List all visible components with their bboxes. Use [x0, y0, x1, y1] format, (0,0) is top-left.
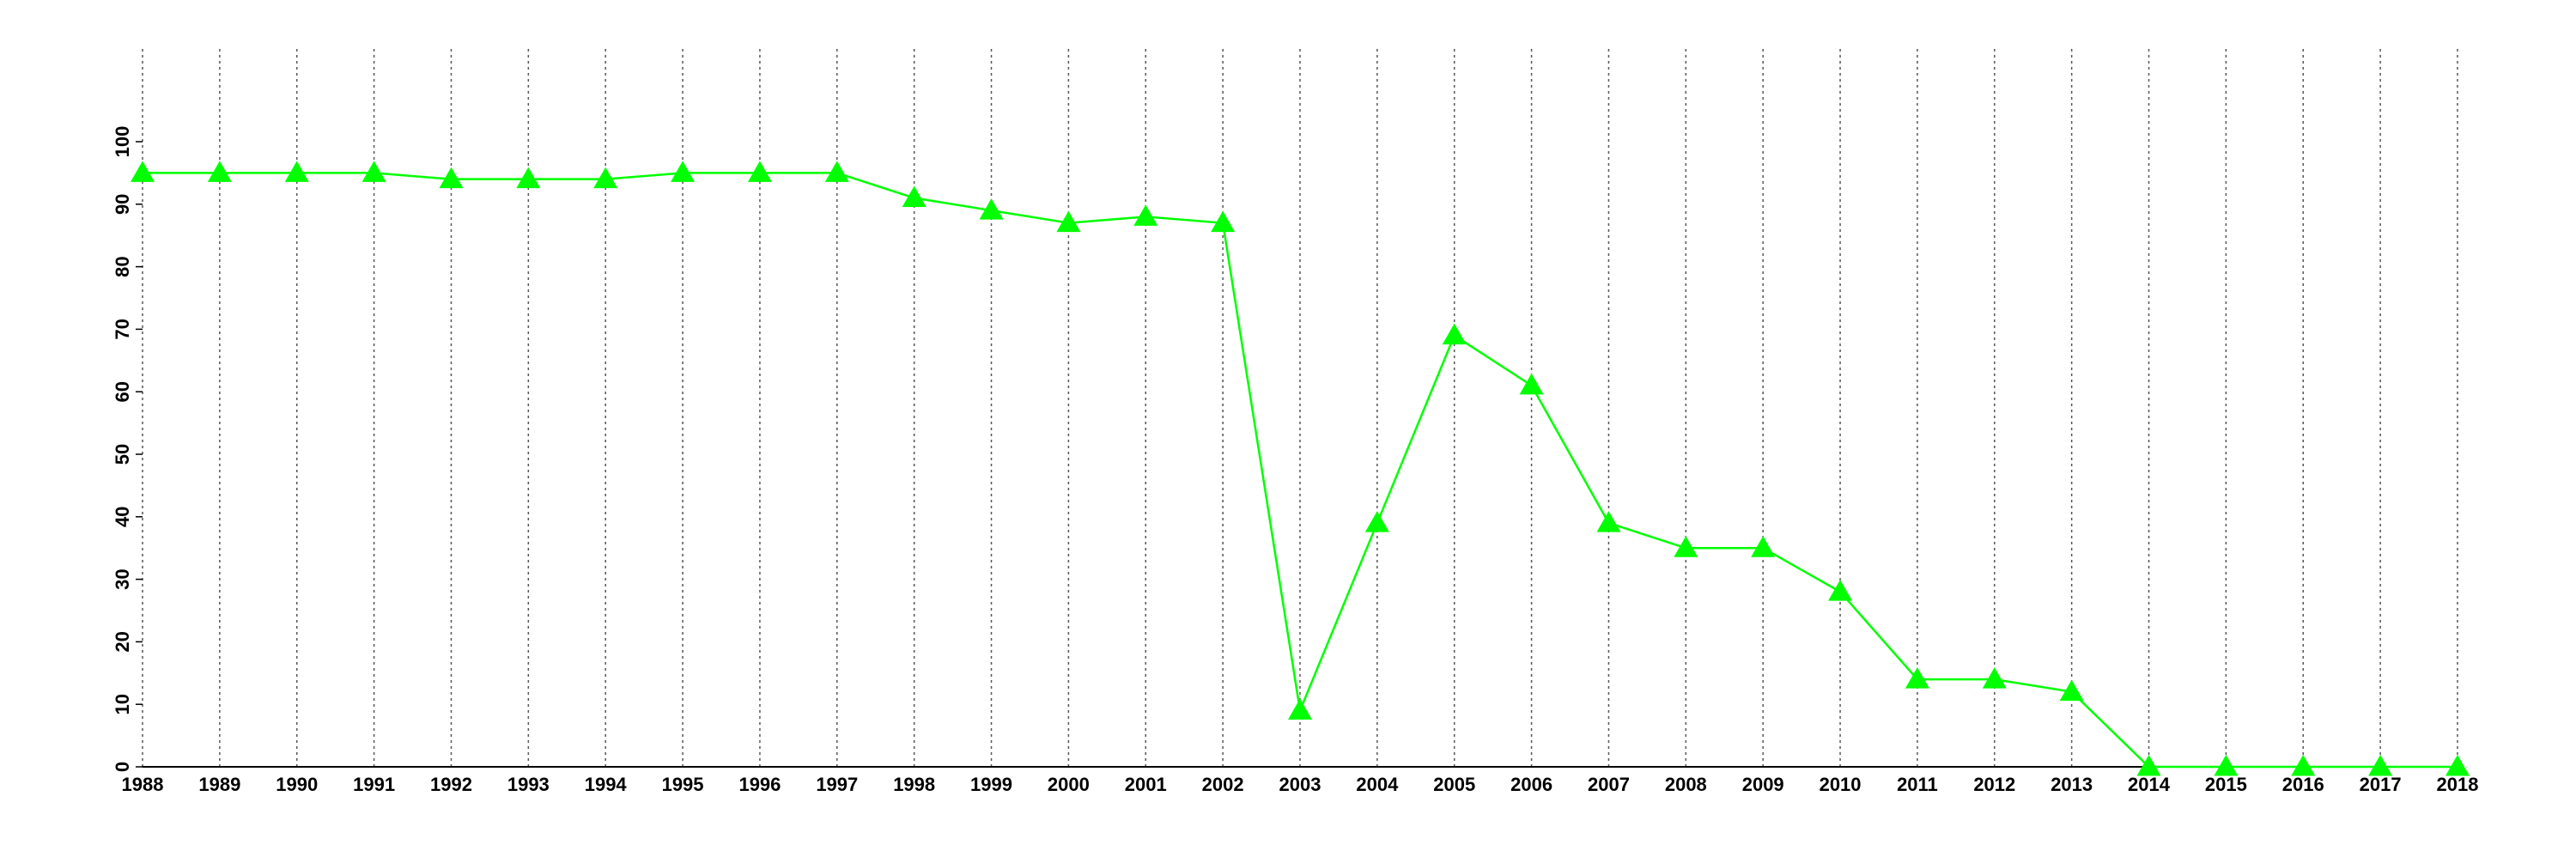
x-tick-label: 2013: [2050, 774, 2093, 795]
x-tick-label: 2010: [1820, 774, 1862, 795]
data-point: [2136, 755, 2161, 776]
y-tick-label: 90: [112, 194, 133, 215]
x-tick-label: 1995: [662, 774, 704, 795]
data-point: [824, 161, 849, 182]
y-tick-label: 100: [112, 126, 133, 158]
data-point: [1056, 210, 1081, 233]
y-tick-label: 70: [112, 319, 133, 339]
data-point: [1751, 536, 1776, 557]
data-point: [1133, 204, 1158, 226]
x-tick-label: 2009: [1742, 774, 1784, 795]
data-point: [1828, 580, 1853, 601]
y-tick-label: 0: [112, 762, 133, 772]
x-tick-label: 1998: [893, 774, 935, 795]
data-point: [1364, 511, 1389, 532]
data-point: [902, 185, 927, 208]
x-tick-label: 2011: [1897, 774, 1938, 795]
y-tick-label: 50: [112, 444, 133, 465]
x-tick-label: 1990: [276, 774, 318, 795]
data-point: [671, 161, 696, 182]
x-tick-label: 1997: [816, 774, 858, 795]
data-point: [1905, 667, 1929, 689]
data-point: [747, 161, 772, 182]
x-tick-label: 1999: [970, 774, 1012, 795]
data-point: [2214, 755, 2239, 776]
data-point: [1596, 511, 1621, 532]
x-tick-label: 2018: [2437, 774, 2479, 795]
y-tick-label: 20: [112, 631, 133, 652]
data-point: [516, 167, 541, 189]
data-point: [2368, 755, 2393, 776]
y-tick-label: 10: [112, 694, 133, 714]
x-tick-label: 2008: [1665, 774, 1707, 795]
data-point: [1288, 698, 1312, 720]
x-tick-label: 2012: [1973, 774, 2015, 795]
data-point: [593, 167, 618, 189]
x-tick-label: 1988: [122, 774, 164, 795]
x-tick-label: 2014: [2128, 774, 2171, 795]
y-tick-label: 60: [112, 381, 133, 402]
x-tick-label: 2000: [1048, 774, 1090, 795]
data-point: [284, 161, 309, 182]
x-tick-label: 1992: [430, 774, 472, 795]
x-tick-label: 2016: [2282, 774, 2324, 795]
x-tick-label: 2004: [1356, 774, 1399, 795]
x-tick-label: 2017: [2360, 774, 2402, 795]
y-tick-label: 80: [112, 256, 133, 277]
x-tick-label: 2001: [1125, 774, 1167, 795]
x-tick-label: 2003: [1279, 774, 1321, 795]
y-tick-label: 40: [112, 507, 133, 527]
x-tick-label: 2015: [2205, 774, 2247, 795]
data-point: [979, 198, 1004, 220]
data-point: [1211, 210, 1236, 233]
x-tick-label: 1989: [198, 774, 240, 795]
data-point: [1519, 373, 1544, 395]
x-tick-label: 1993: [507, 774, 550, 795]
y-tick-label: 30: [112, 568, 133, 589]
data-point: [1982, 667, 2007, 689]
x-tick-label: 1991: [353, 774, 395, 795]
x-tick-label: 1994: [585, 774, 628, 795]
x-tick-label: 2002: [1202, 774, 1244, 795]
x-tick-label: 2007: [1588, 774, 1630, 795]
data-point: [1674, 536, 1698, 557]
data-point: [2445, 755, 2470, 776]
data-point: [207, 161, 232, 182]
data-point: [2059, 679, 2084, 702]
x-tick-label: 1996: [738, 774, 781, 795]
data-point: [2291, 755, 2316, 776]
x-tick-label: 2006: [1510, 774, 1552, 795]
data-point: [131, 161, 155, 182]
data-point: [361, 161, 386, 182]
data-point: [439, 167, 464, 189]
data-point: [1442, 323, 1467, 345]
x-tick-label: 2005: [1433, 774, 1475, 795]
